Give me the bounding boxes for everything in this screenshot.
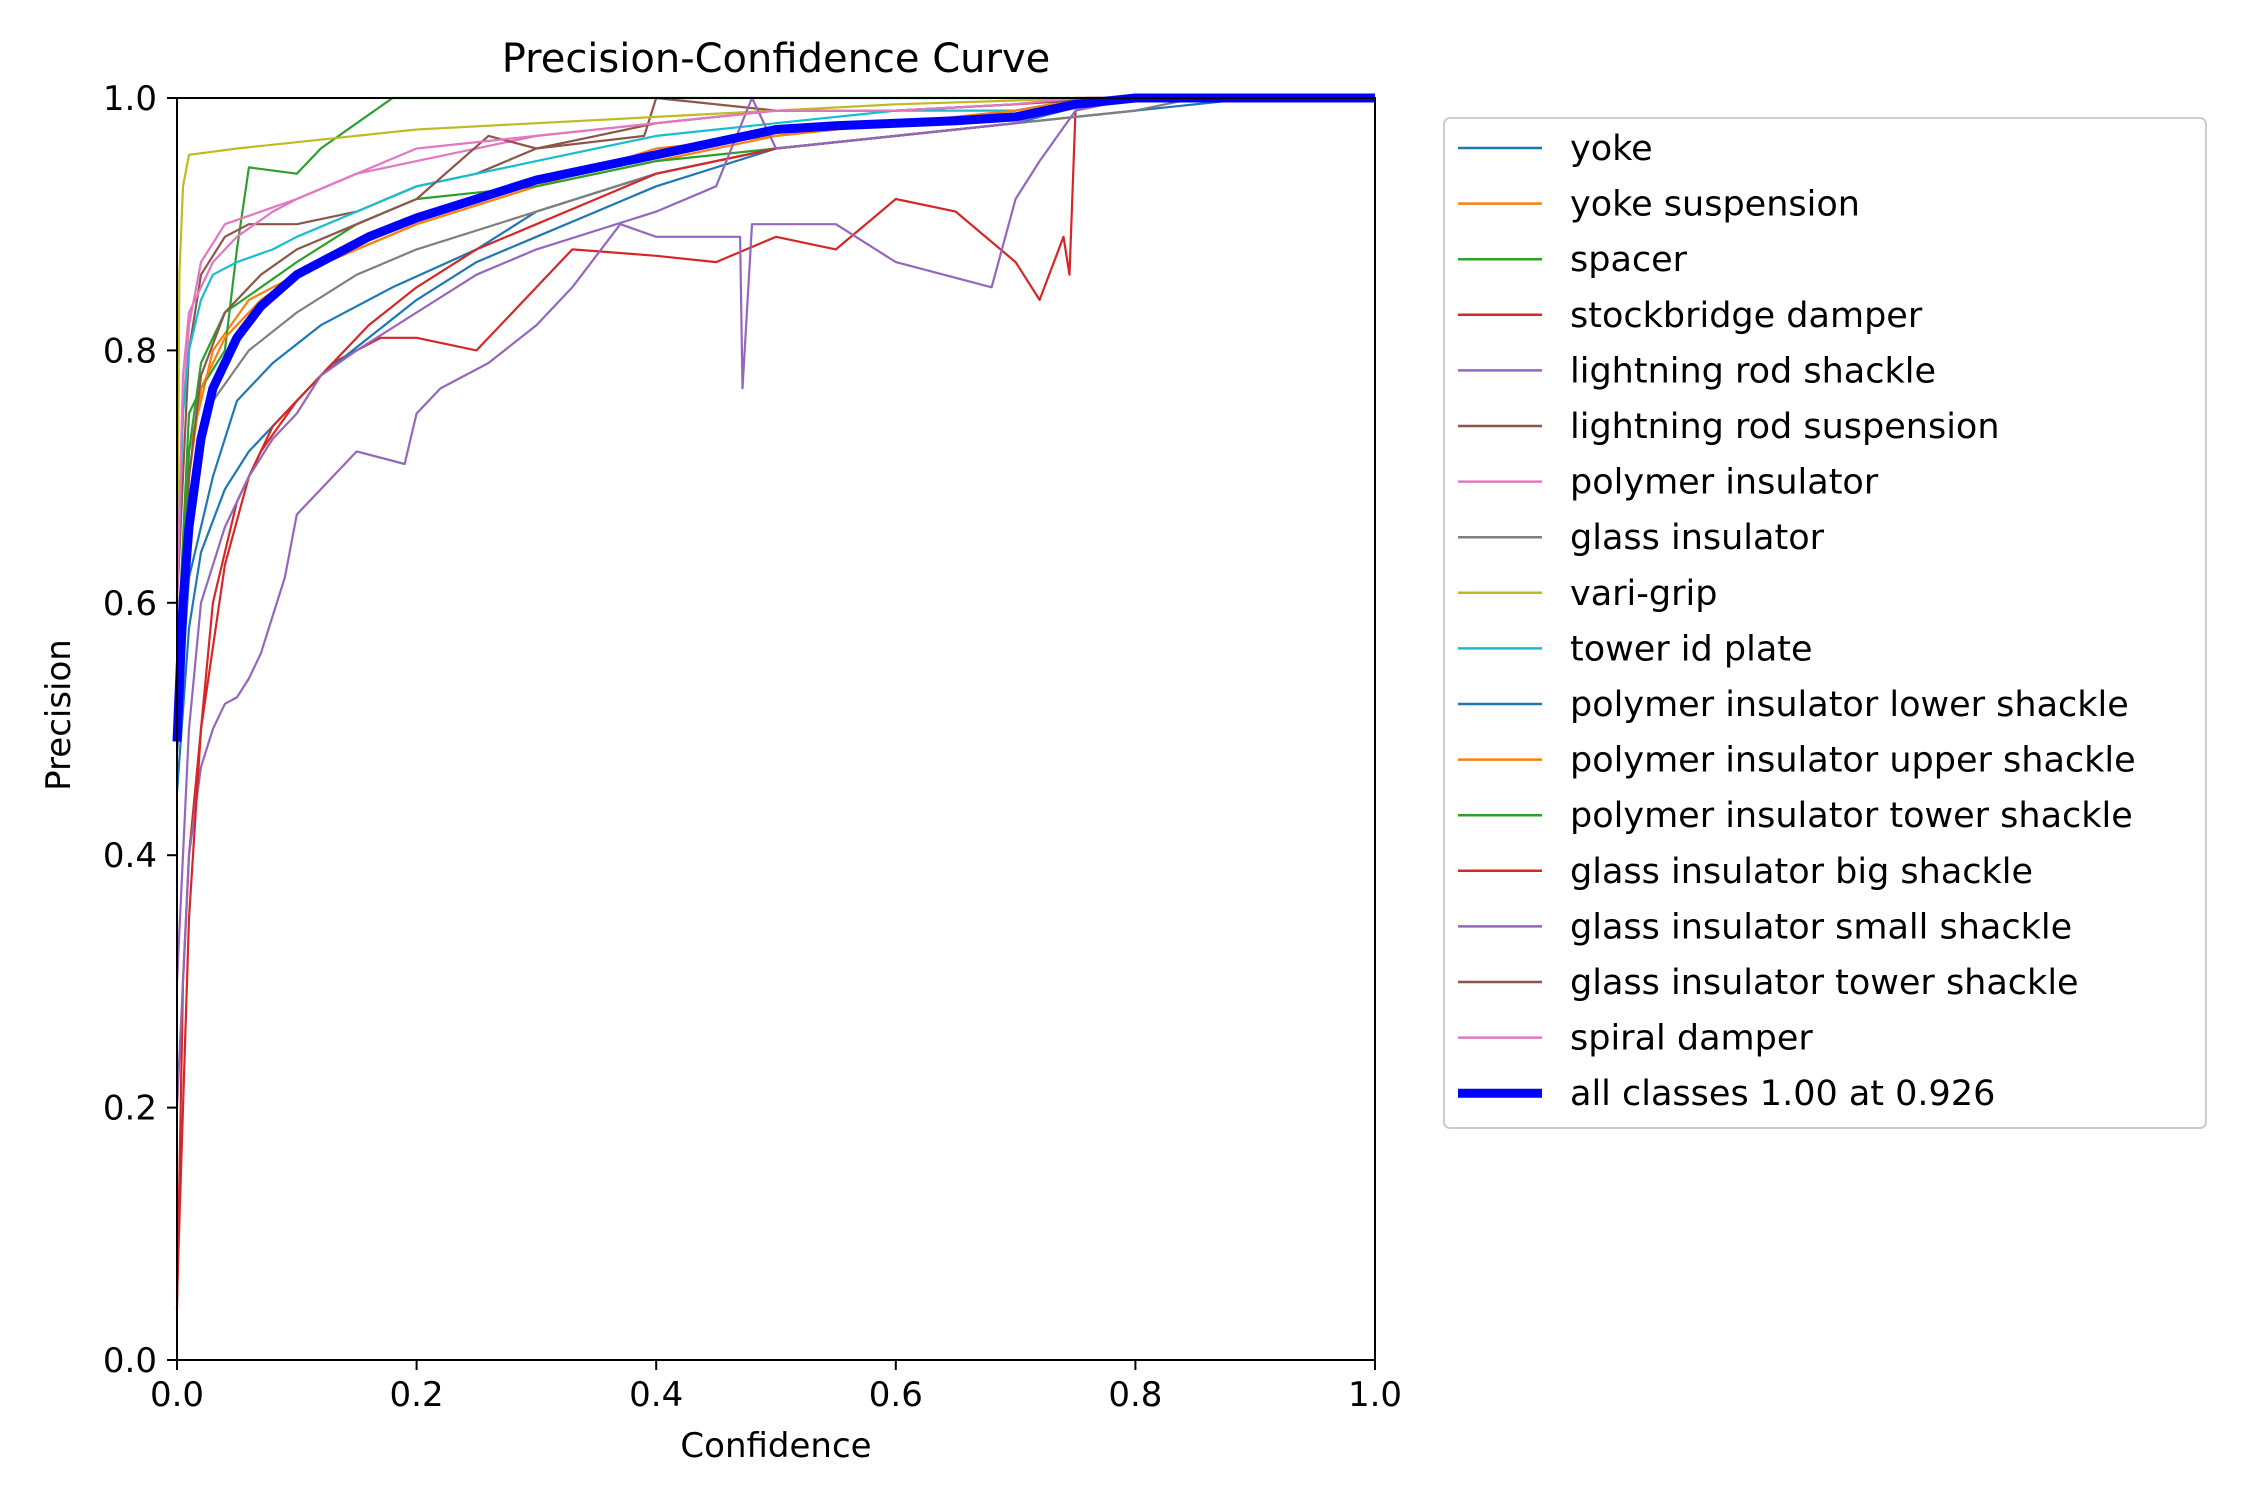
legend-label-8: vari-grip — [1570, 574, 1717, 614]
plot-lines — [172, 93, 1375, 1310]
x-tick-label: 1.0 — [1348, 1375, 1402, 1415]
series-line-4 — [175, 96, 1375, 1108]
series-line-0 — [175, 96, 1375, 755]
legend-label-10: polymer insulator lower shackle — [1570, 685, 2129, 725]
legend-label-4: lightning rod shackle — [1570, 351, 1936, 391]
series-line-16 — [175, 96, 1375, 603]
legend-label-11: polymer insulator upper shackle — [1570, 741, 2136, 781]
series-line-1 — [175, 96, 1375, 666]
x-tick-label: 0.8 — [1108, 1375, 1162, 1415]
y-tick-label: 1.0 — [103, 79, 157, 119]
series-line-13 — [175, 96, 1375, 1297]
series-line-17 — [172, 93, 1375, 742]
series-line-15 — [175, 96, 1375, 730]
x-tick-label: 0.0 — [150, 1375, 204, 1415]
x-axis-label: Confidence — [680, 1426, 871, 1466]
series-line-3 — [175, 96, 1375, 1310]
y-axis-ticks: 0.0 0.2 0.4 0.6 0.8 1.0 — [103, 79, 177, 1381]
chart-title: Precision-Confidence Curve — [502, 36, 1051, 82]
legend-label-16: spiral damper — [1570, 1019, 1813, 1059]
legend-label-9: tower id plate — [1570, 629, 1813, 669]
legend-label-7: glass insulator — [1570, 518, 1825, 558]
y-tick-label: 0.0 — [103, 1341, 157, 1381]
legend-label-2: spacer — [1570, 240, 1688, 280]
legend-label-3: stockbridge damper — [1570, 296, 1923, 336]
x-tick-label: 0.4 — [629, 1375, 683, 1415]
legend-label-13: glass insulator big shackle — [1570, 852, 2033, 892]
series-line-10 — [175, 96, 1375, 793]
legend: yoke yoke suspension spacer stockbridge dam… — [1443, 117, 2207, 1129]
legend-label-17: all classes 1.00 at 0.926 — [1570, 1074, 1995, 1114]
y-tick-label: 0.8 — [103, 331, 157, 371]
x-tick-label: 0.2 — [390, 1375, 444, 1415]
legend-label-12: polymer insulator tower shackle — [1570, 796, 2133, 836]
y-tick-label: 0.6 — [103, 584, 157, 624]
series-line-7 — [175, 96, 1375, 730]
series-line-8 — [175, 96, 1375, 603]
legend-label-14: glass insulator small shackle — [1570, 907, 2072, 947]
series-line-14 — [175, 96, 1375, 982]
series-line-2 — [175, 96, 1375, 666]
legend-label-0: yoke — [1570, 129, 1653, 169]
legend-label-15: glass insulator tower shackle — [1570, 963, 2079, 1003]
legend-label-5: lightning rod suspension — [1570, 407, 2000, 447]
series-line-9 — [175, 96, 1375, 578]
series-line-11 — [175, 96, 1375, 666]
series-line-12 — [175, 96, 1375, 666]
legend-label-6: polymer insulator — [1570, 463, 1879, 503]
legend-label-1: yoke suspension — [1570, 185, 1860, 225]
x-tick-label: 0.6 — [869, 1375, 923, 1415]
plot-frame — [176, 97, 1376, 1361]
y-tick-label: 0.2 — [103, 1089, 157, 1129]
y-tick-label: 0.4 — [103, 836, 157, 876]
x-axis-ticks: 0.0 0.2 0.4 0.6 0.8 1.0 — [150, 1360, 1402, 1415]
legend-box — [1443, 117, 2207, 1129]
y-axis-label: Precision — [39, 639, 79, 791]
